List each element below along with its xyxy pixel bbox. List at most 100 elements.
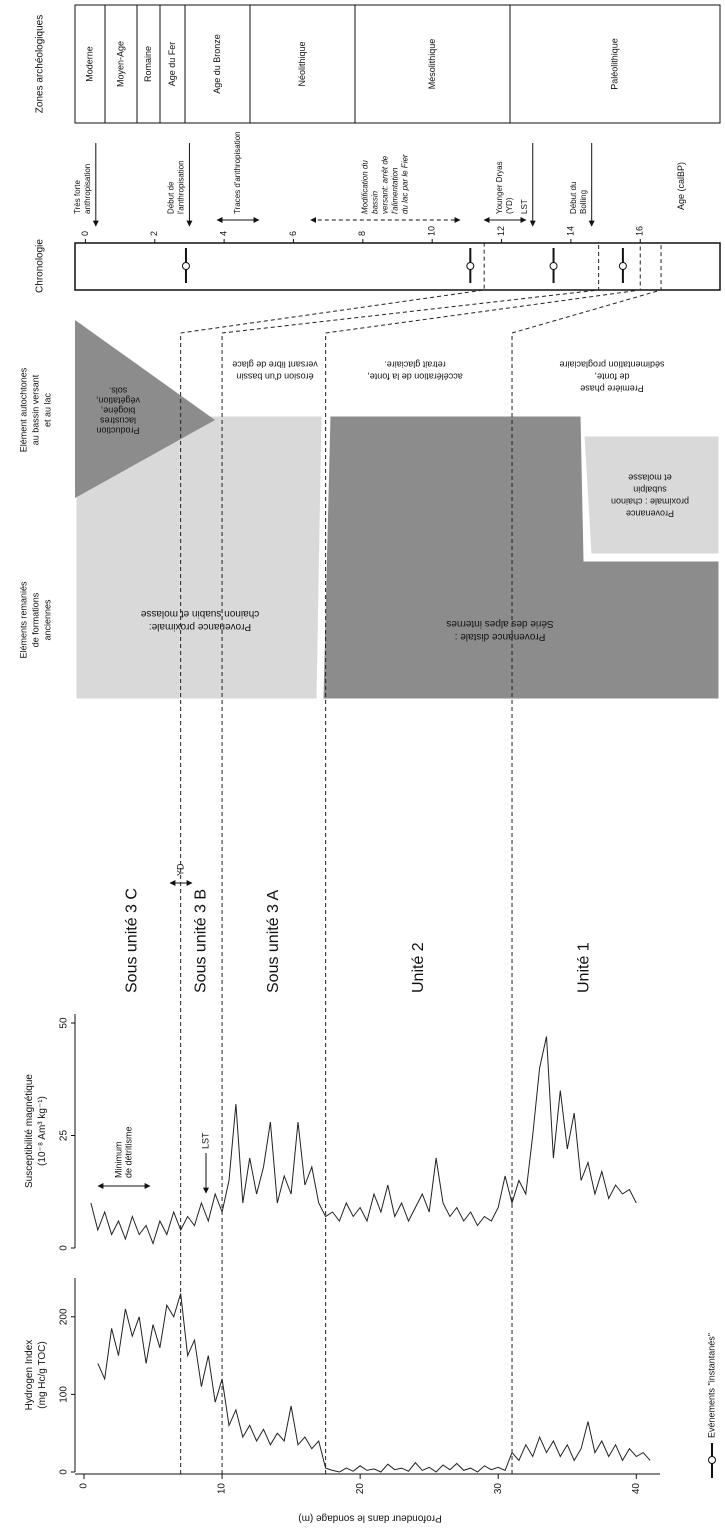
panel-title: de formations — [30, 592, 40, 647]
zone-label: Mésolithique — [427, 39, 437, 90]
data-line — [90, 1036, 637, 1246]
value-tick-label: 50 — [59, 1017, 70, 1029]
event-label: versant: arrêt de — [380, 155, 389, 214]
annotation: de détritisme — [123, 1126, 133, 1178]
zone-label: Néolithique — [297, 41, 307, 86]
legend-label: Evénements "instantanés" — [706, 1333, 716, 1438]
area-label: chainon suabin et molasse — [140, 608, 259, 619]
area-label: végétation, — [96, 396, 140, 406]
area-label: biogène, — [101, 406, 136, 416]
area-label: de fonte, — [594, 372, 629, 382]
area-label: et molasse — [628, 473, 672, 483]
area-label: sols. — [109, 386, 128, 396]
legend-symbol-point — [708, 1456, 716, 1464]
event-label: du lac par le Fier — [400, 154, 409, 214]
value-tick-label: 0 — [59, 1245, 70, 1251]
panel-title: (mg Hc/g TOC) — [37, 1341, 48, 1408]
zones-table — [74, 4, 721, 124]
depth-axis-label: Profondeur dans le sondage (m) — [298, 1512, 441, 1523]
zone-label: Age du Bronze — [212, 34, 222, 94]
age-tick-label: 12 — [496, 226, 506, 236]
age-tick-label: 0 — [80, 231, 90, 236]
age-tick-label: 10 — [427, 226, 437, 236]
age-tick-label: 14 — [565, 226, 575, 236]
panel-title: (10⁻⁸ Am³ kg⁻¹) — [37, 1096, 48, 1166]
event-label: Modification du — [360, 160, 369, 214]
panel-title: anciennes — [42, 599, 52, 641]
event-label: l'anthropisation — [177, 160, 186, 214]
age-tick-label: 2 — [149, 231, 159, 236]
panel-title: Chronologie — [35, 239, 46, 293]
depth-tick-label: 20 — [355, 1483, 366, 1495]
panel-title: au bassin versant — [30, 374, 40, 445]
age-axis-label: Age (calBP) — [676, 162, 686, 210]
area-label: Première phase — [580, 384, 644, 394]
value-tick-label: 25 — [59, 1130, 70, 1142]
event-label: Début du — [569, 182, 578, 214]
annotation: Minimum — [113, 1141, 123, 1178]
panel-title: Hydrogen Index — [24, 1340, 35, 1411]
zone-label: Moyen-Age — [115, 41, 125, 87]
area-label: Provenance — [626, 509, 674, 519]
distal-area — [320, 413, 722, 702]
boundary-connector — [180, 243, 485, 1474]
event-label: (YD) — [505, 197, 514, 214]
panel-title: Eléments remaniés — [18, 581, 28, 659]
age-tick-label: 8 — [357, 231, 367, 236]
event-label: Traces d'anthropisation — [233, 131, 242, 214]
event-label: Début de — [167, 181, 176, 214]
area-label: subalpin — [633, 485, 667, 495]
unit-label: Unité 2 — [410, 942, 427, 993]
depth-tick-label: 40 — [631, 1483, 642, 1495]
annotation: LST — [200, 1132, 210, 1149]
area-label: versant libre de glace — [232, 360, 318, 370]
age-tick-label: 4 — [218, 231, 228, 236]
area-label: proximale : chainon — [611, 497, 689, 507]
panel-title: Elément autochtones — [18, 367, 28, 452]
area-label: sédimentation proglaciaire — [559, 360, 664, 370]
area-label: retrait glaciaire. — [384, 360, 446, 370]
zone-label: Romaine — [143, 46, 153, 82]
depth-tick-label: 0 — [79, 1483, 90, 1489]
depth-tick-label: 10 — [217, 1483, 228, 1495]
unit-label: Sous unité 3 A — [265, 889, 282, 993]
chronology-box — [74, 242, 721, 291]
unit-label: Sous unité 3 C — [124, 888, 141, 993]
zone-label: Moderne — [84, 46, 94, 82]
area-label: Production — [96, 426, 139, 436]
proximal-area-2 — [581, 433, 722, 557]
event-label: Younger Dryas — [495, 161, 504, 214]
event-label: anthropisation — [83, 164, 92, 214]
panel-title: Susceptibilité magnétique — [24, 1074, 35, 1188]
date-point — [549, 262, 558, 270]
boundary-connector — [511, 243, 662, 1474]
date-point — [618, 262, 627, 270]
date-point — [181, 262, 190, 270]
proximal-area — [73, 413, 325, 702]
panel-title: Zones archéologiques — [35, 15, 46, 113]
area-label: érosion d'un bassin — [236, 372, 313, 382]
event-label: l'alimentation — [390, 167, 399, 214]
age-tick-label: 16 — [635, 226, 645, 236]
zone-label: Paléolithique — [609, 38, 619, 90]
area-label: Provenance distale : — [455, 631, 546, 642]
event-label: bassin — [370, 190, 379, 214]
value-tick-label: 200 — [59, 1308, 70, 1325]
area-label: accélération de la fonte, — [367, 372, 463, 382]
event-label: LST — [520, 199, 529, 214]
value-tick-label: 100 — [59, 1386, 70, 1403]
area-label: lacustres — [99, 416, 136, 426]
unit-label: Sous unité 3 B — [193, 889, 210, 993]
area-label: Série des alpes internes — [446, 618, 553, 629]
event-label: Très forte — [73, 180, 82, 214]
data-line — [97, 1293, 651, 1473]
value-tick-label: 0 — [59, 1469, 70, 1475]
depth-tick-label: 30 — [493, 1483, 504, 1495]
age-tick-label: 6 — [288, 231, 298, 236]
date-point — [466, 262, 475, 270]
zone-label: Age du Fer — [167, 42, 177, 87]
unit-label: Unité 1 — [576, 942, 593, 993]
